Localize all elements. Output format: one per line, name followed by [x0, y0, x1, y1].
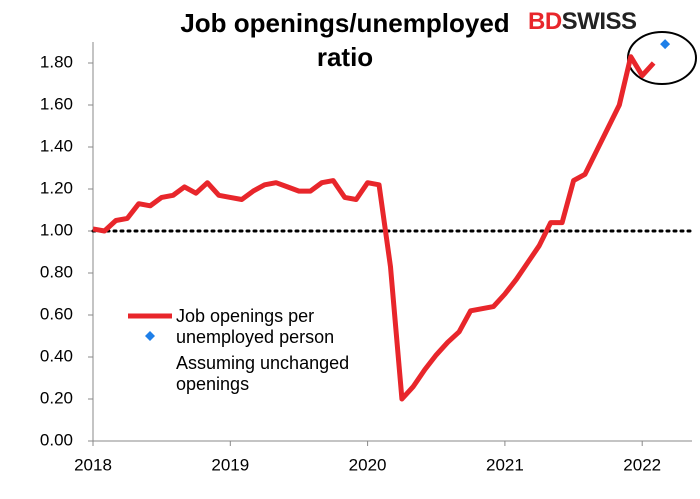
y-tick-label: 0.80 [40, 262, 73, 281]
chart-title: Job openings/unemployed ratio [180, 8, 510, 72]
y-tick-label: 1.80 [40, 52, 73, 71]
legend-label: Assuming unchanged openings [176, 353, 350, 394]
legend-swatch [145, 331, 155, 341]
legend-label: Job openings per unemployed person [176, 306, 335, 347]
x-tick-label: 2019 [211, 455, 249, 474]
x-tick-label: 2018 [74, 455, 112, 474]
x-tick-label: 2020 [349, 455, 387, 474]
y-tick-label: 0.40 [40, 346, 73, 365]
y-tick-label: 0.60 [40, 304, 73, 323]
y-tick-label: 1.20 [40, 178, 73, 197]
x-tick-label: 2022 [623, 455, 661, 474]
y-tick-label: 0.20 [40, 388, 73, 407]
y-tick-label: 1.40 [40, 136, 73, 155]
logo-swiss: SWISS [561, 8, 637, 35]
y-tick-label: 1.60 [40, 94, 73, 113]
data-line [92, 54, 656, 402]
data-point [660, 39, 671, 50]
y-tick-label: 0.00 [40, 430, 73, 449]
highlight-circle [627, 31, 697, 85]
logo: BDSWISS [528, 8, 637, 36]
x-tick-label: 2021 [486, 455, 524, 474]
logo-bd: BD [528, 8, 562, 35]
y-tick-label: 1.00 [40, 220, 73, 239]
